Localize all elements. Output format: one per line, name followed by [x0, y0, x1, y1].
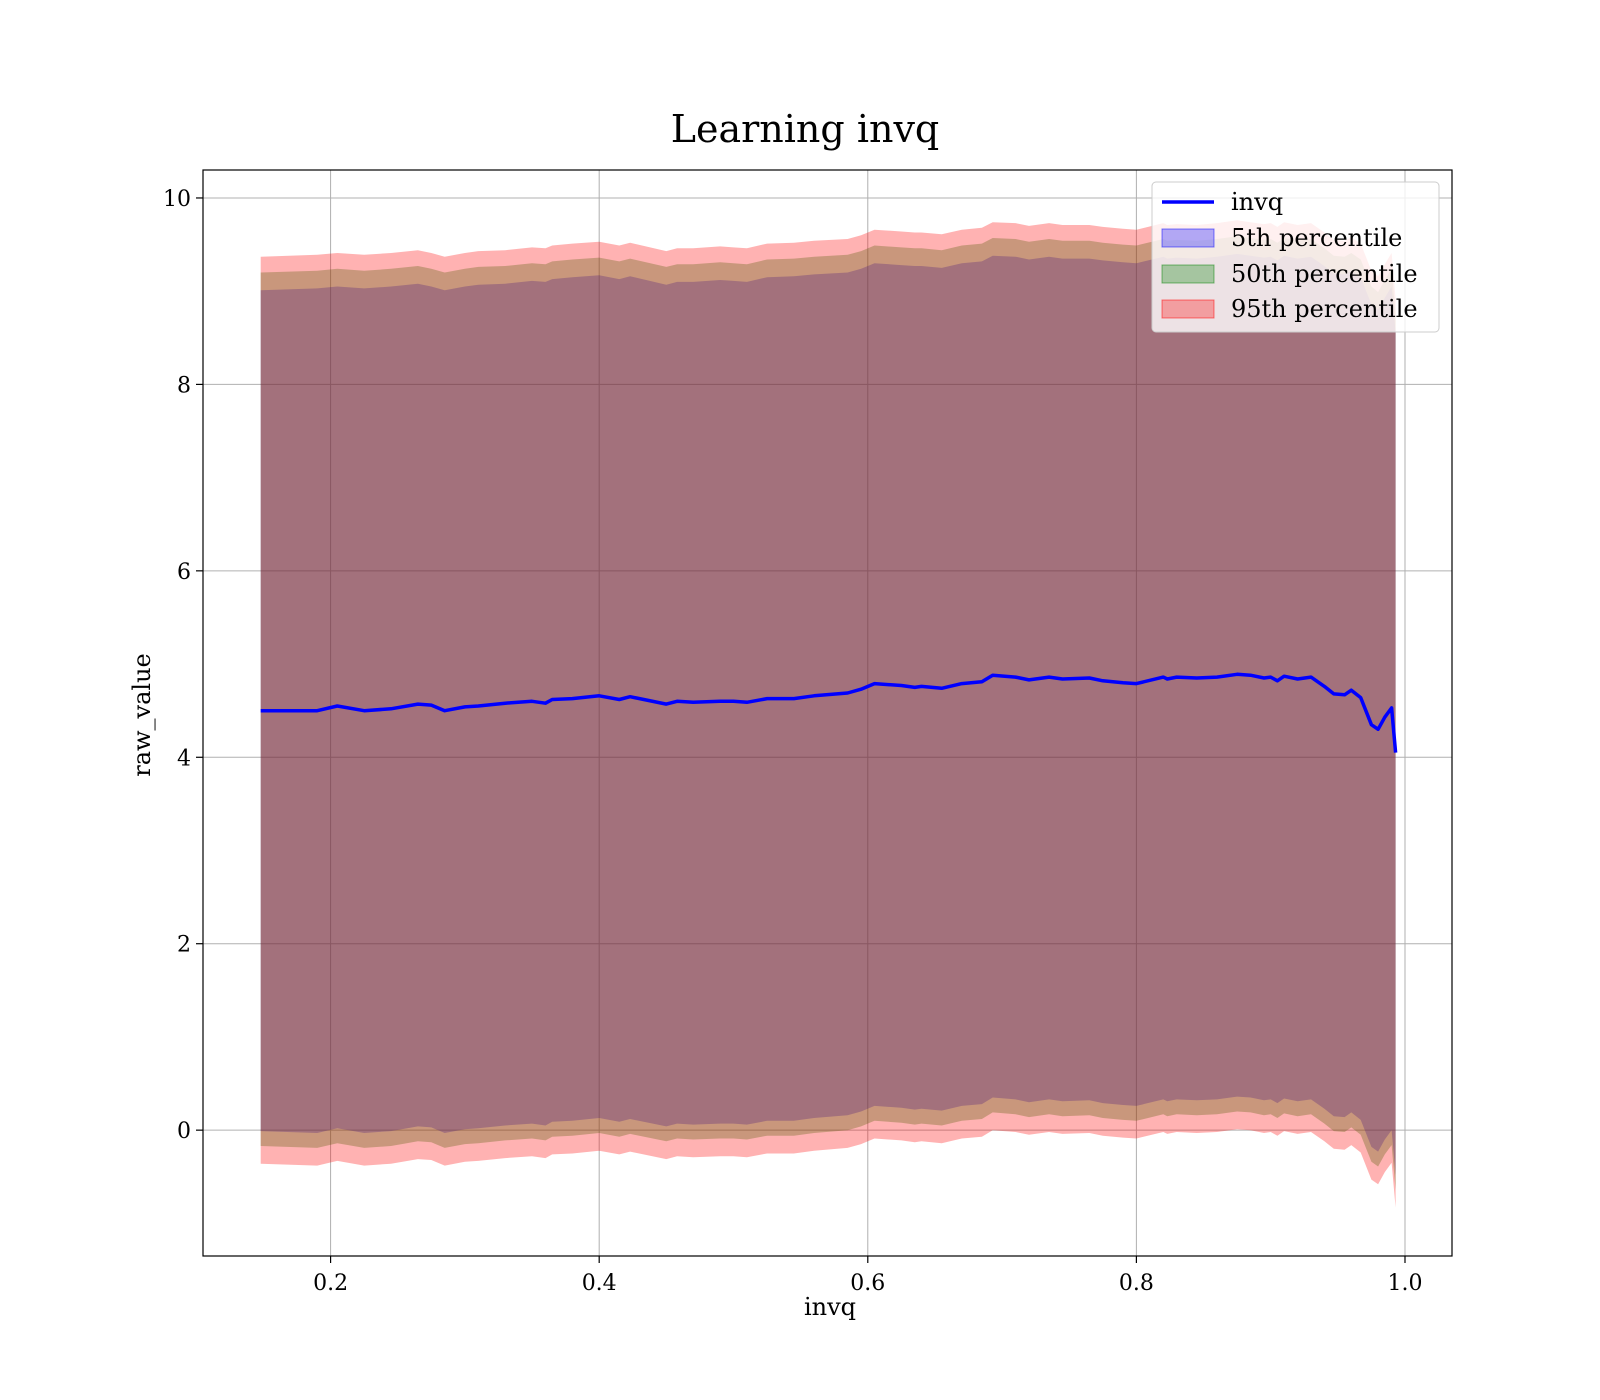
x-tick-label: 0.2: [313, 1271, 348, 1296]
y-tick-label: 8: [177, 373, 191, 398]
y-axis-label: raw_value: [128, 653, 156, 777]
x-tick-label: 0.6: [850, 1271, 885, 1296]
y-tick-label: 10: [163, 187, 191, 212]
x-tick-label: 0.8: [1119, 1271, 1154, 1296]
axes: 0.2 0.4 0.6 0.8 1.0 0 2 4 6 8 10: [163, 169, 1453, 1296]
legend-box: [1151, 181, 1440, 333]
legend-entry-label: 50th percentile: [1231, 260, 1418, 288]
axes-frame: [202, 169, 1453, 1257]
legend-band-swatch: [1161, 299, 1215, 319]
legend-band-swatch: [1161, 228, 1215, 248]
y-tick-label: 2: [177, 933, 191, 958]
legend-entry-label: 5th percentile: [1231, 224, 1402, 252]
band-3: [260, 220, 1396, 1208]
y-tick-label: 6: [177, 560, 191, 585]
y-tick-label: 4: [177, 746, 191, 771]
x-axis-label: invq: [804, 1293, 856, 1321]
legend: invq 5th percentile 50th percentile 95th pe…: [1151, 181, 1440, 333]
y-tick-label: 0: [177, 1119, 191, 1144]
x-tick-label: 0.4: [582, 1271, 617, 1296]
x-tick-label: 1.0: [1387, 1271, 1422, 1296]
chart-title: Learning invq: [671, 107, 939, 151]
legend-band-swatch: [1161, 264, 1215, 284]
series-line-1: [260, 672, 1398, 753]
plot-area: [203, 170, 1452, 1256]
legend-entry-label: invq: [1231, 188, 1283, 216]
legend-entry-label: 95th percentile: [1231, 295, 1418, 323]
band-1: [260, 253, 1396, 1175]
band-2: [260, 236, 1396, 1190]
